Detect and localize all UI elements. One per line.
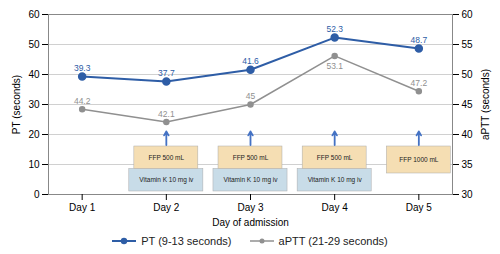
html-text:aPTT (21-29 seconds): aPTT (21-29 seconds)	[278, 235, 388, 247]
svg-text:20: 20	[28, 129, 40, 140]
svg-text:Vitamin K 10 mg iv: Vitamin K 10 mg iv	[139, 176, 194, 184]
svg-text:Day 2: Day 2	[153, 202, 180, 213]
svg-text:FFP 1000 mL: FFP 1000 mL	[399, 156, 439, 163]
svg-text:44.2: 44.2	[74, 96, 91, 106]
svg-text:42.1: 42.1	[158, 109, 175, 119]
svg-text:60: 60	[462, 9, 474, 20]
svg-text:55: 55	[462, 39, 474, 50]
svg-text:30: 30	[462, 189, 474, 200]
svg-text:52.3: 52.3	[326, 24, 343, 34]
svg-text:50: 50	[462, 69, 474, 80]
svg-text:Day 3: Day 3	[237, 202, 264, 213]
svg-text:Day 4: Day 4	[322, 202, 349, 213]
svg-text:FFP 500 mL: FFP 500 mL	[233, 154, 269, 161]
svg-text:Day 1: Day 1	[69, 202, 96, 213]
svg-text:41.6: 41.6	[242, 56, 259, 66]
html-text:PT (9-13 seconds): PT (9-13 seconds)	[141, 235, 232, 247]
svg-text:40: 40	[462, 129, 474, 140]
svg-text:48.7: 48.7	[411, 35, 428, 45]
svg-text:45: 45	[462, 99, 474, 110]
svg-text:40: 40	[28, 69, 40, 80]
svg-text:0: 0	[34, 189, 40, 200]
svg-text:50: 50	[28, 39, 40, 50]
svg-text:Vitamin K 10 mg iv: Vitamin K 10 mg iv	[308, 176, 363, 184]
svg-text:37.7: 37.7	[158, 68, 175, 78]
svg-text:Day of admission: Day of admission	[212, 217, 289, 228]
svg-text:FFP 500 mL: FFP 500 mL	[317, 154, 353, 161]
svg-text:Vitamin K 10 mg iv: Vitamin K 10 mg iv	[223, 176, 278, 184]
svg-text:aPTT (seconds): aPTT (seconds)	[480, 69, 491, 140]
svg-text:10: 10	[28, 159, 40, 170]
svg-text:47.2: 47.2	[411, 78, 428, 88]
svg-text:Day 5: Day 5	[406, 202, 433, 213]
svg-text:45: 45	[246, 91, 256, 101]
svg-text:30: 30	[28, 99, 40, 110]
svg-text:53.1: 53.1	[326, 61, 343, 71]
svg-text:35: 35	[462, 159, 474, 170]
svg-text:PT (seconds): PT (seconds)	[11, 75, 22, 134]
svg-text:39.3: 39.3	[74, 63, 91, 73]
svg-text:FFP 500 mL: FFP 500 mL	[149, 154, 185, 161]
svg-text:60: 60	[28, 9, 40, 20]
